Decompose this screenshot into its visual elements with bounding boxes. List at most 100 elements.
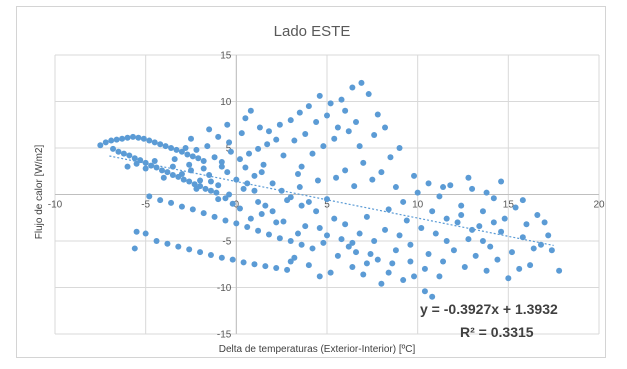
data-point: [126, 152, 133, 159]
data-point: [501, 215, 508, 222]
data-point: [305, 262, 312, 269]
scatter-chart: -15 -10 -5 5 10 15 -10 -5 0 5 10 15 20 Lado ESTE De…: [34, 23, 605, 355]
data-point: [124, 134, 131, 141]
data-point: [240, 185, 247, 192]
data-point: [313, 118, 320, 125]
data-point: [407, 241, 414, 248]
data-point: [316, 273, 323, 280]
data-point: [180, 176, 187, 183]
data-point: [102, 139, 109, 146]
data-point: [251, 187, 258, 194]
data-point: [443, 238, 450, 244]
data-point: [349, 239, 356, 246]
data-point: [298, 163, 305, 170]
data-point: [360, 271, 367, 278]
data-point: [188, 135, 194, 142]
chart-title: Lado ESTE: [274, 23, 351, 40]
data-point: [247, 107, 254, 114]
data-point: [211, 154, 218, 161]
data-point: [276, 121, 283, 128]
data-point: [215, 182, 222, 189]
data-point: [178, 203, 185, 210]
data-point: [229, 200, 236, 207]
data-point: [314, 177, 321, 184]
data-point: [483, 189, 490, 196]
data-point: [392, 247, 399, 254]
data-point: [302, 131, 309, 138]
data-point: [146, 193, 153, 200]
data-point: [541, 219, 548, 226]
data-point: [206, 171, 213, 178]
data-point: [247, 215, 254, 222]
data-point: [349, 84, 356, 91]
data-point: [255, 227, 262, 234]
data-point: [324, 196, 330, 203]
data-point: [164, 240, 171, 247]
trendline-r2: R² = 0.3315: [460, 324, 534, 340]
data-point: [135, 134, 142, 141]
data-point: [197, 249, 204, 256]
data-point: [356, 143, 363, 150]
data-point: [327, 269, 334, 276]
data-point: [324, 112, 330, 119]
data-point: [382, 124, 389, 131]
data-point: [193, 146, 200, 153]
data-point: [213, 189, 220, 196]
data-point: [309, 150, 316, 157]
data-point: [298, 202, 305, 209]
data-point: [251, 172, 258, 179]
data-point: [342, 107, 349, 114]
data-point: [110, 145, 117, 152]
y-axis-title: Flujo de calor [W/m2]: [34, 145, 45, 240]
data-point: [146, 137, 153, 144]
data-point: [240, 259, 247, 266]
x-axis-title: Delta de temperaturas (Exterior-Interior…: [219, 344, 416, 355]
data-point: [378, 280, 385, 287]
data-point: [421, 265, 428, 272]
data-point: [443, 215, 450, 222]
data-point: [211, 213, 218, 220]
x-tick-label: 0: [234, 200, 240, 211]
data-point: [421, 288, 428, 295]
data-point: [251, 261, 258, 268]
data-point: [331, 215, 338, 222]
data-point: [173, 146, 180, 153]
data-point: [157, 141, 164, 148]
data-point: [191, 181, 198, 188]
data-point: [476, 223, 483, 230]
data-point: [162, 143, 169, 150]
trendline: [109, 155, 554, 247]
data-point: [171, 156, 178, 163]
data-point: [296, 109, 303, 116]
data-point: [169, 163, 176, 170]
data-point: [186, 246, 193, 253]
data-point: [129, 133, 136, 140]
data-point: [418, 224, 425, 231]
data-point: [215, 133, 222, 140]
data-point: [153, 238, 160, 244]
data-point: [278, 187, 285, 194]
data-point: [530, 245, 537, 252]
data-point: [425, 251, 432, 258]
data-point: [429, 208, 436, 215]
data-point: [327, 100, 334, 107]
data-point: [202, 185, 209, 192]
data-point: [316, 224, 323, 231]
data-point: [548, 247, 555, 254]
data-point: [432, 230, 439, 237]
data-point: [124, 163, 131, 170]
data-point: [258, 211, 265, 218]
data-point: [345, 243, 352, 250]
data-point: [534, 211, 541, 218]
data-point: [487, 243, 494, 250]
data-point: [400, 277, 407, 284]
data-point: [465, 236, 472, 243]
data-point: [204, 143, 211, 150]
data-point: [189, 153, 196, 160]
data-point: [374, 256, 381, 263]
data-point: [360, 159, 367, 166]
data-point: [133, 228, 140, 235]
x-tick-labels: -10 -5 0 5 10 15 20: [48, 200, 605, 211]
data-point: [479, 208, 486, 215]
data-point: [400, 198, 407, 205]
